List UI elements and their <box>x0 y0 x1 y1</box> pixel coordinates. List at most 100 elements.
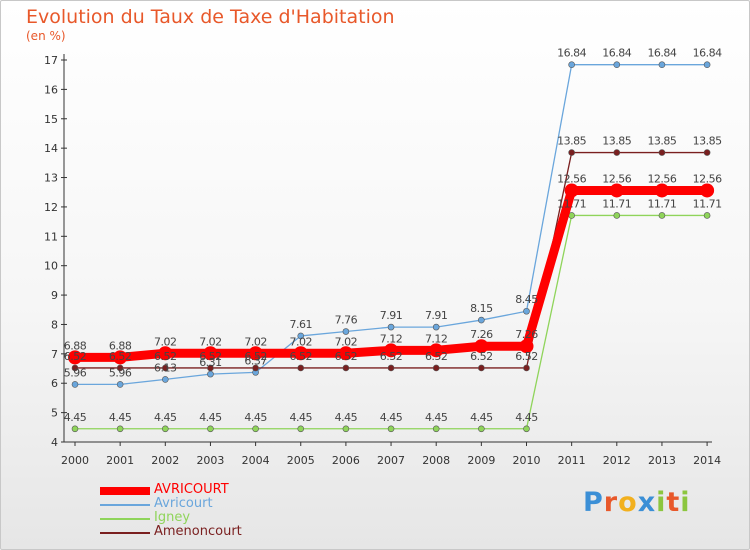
y-tick-label: 8 <box>51 318 58 331</box>
data-point <box>700 183 715 198</box>
data-point <box>162 364 169 372</box>
data-label: 5.96 <box>64 366 87 379</box>
data-label: 13.85 <box>693 135 722 148</box>
legend-swatch <box>100 532 150 534</box>
data-point <box>293 346 308 361</box>
x-tick-label: 2013 <box>648 454 676 467</box>
data-point <box>248 346 263 361</box>
data-point <box>568 149 575 156</box>
data-point <box>429 343 444 358</box>
data-label: 11.71 <box>557 197 586 210</box>
legend-label: Avricourt <box>154 496 213 511</box>
legend-swatch <box>100 518 150 520</box>
data-label: 6.13 <box>154 361 177 374</box>
data-point <box>158 346 173 361</box>
x-tick-label: 2005 <box>287 454 315 467</box>
data-label: 5.96 <box>109 366 132 379</box>
data-point <box>71 364 79 372</box>
data-label: 11.71 <box>693 197 722 210</box>
data-label: 6.52 <box>290 350 313 363</box>
data-label: 6.37 <box>244 354 267 367</box>
data-point <box>658 149 666 156</box>
data-point <box>387 425 395 433</box>
data-point <box>116 381 124 388</box>
data-label: 4.45 <box>154 411 177 424</box>
data-point <box>387 323 395 331</box>
logo-letter: o <box>618 487 638 518</box>
data-point <box>658 212 666 219</box>
data-label: 4.45 <box>470 411 493 424</box>
logo-letter: i <box>656 487 667 518</box>
data-point <box>162 425 169 433</box>
data-label: 16.84 <box>557 47 586 60</box>
data-label: 12.56 <box>647 172 676 185</box>
data-label: 4.45 <box>64 411 87 424</box>
x-tick-label: 2003 <box>196 454 224 467</box>
legend-swatch <box>100 504 150 506</box>
data-label: 6.52 <box>64 350 87 363</box>
data-label: 7.26 <box>470 328 493 341</box>
data-point <box>342 364 350 372</box>
data-point <box>703 212 711 219</box>
data-point <box>207 425 214 433</box>
logo-letter: P <box>583 487 604 518</box>
data-point <box>116 364 124 372</box>
data-label: 4.45 <box>244 411 267 424</box>
data-point <box>478 316 485 324</box>
data-label: 6.52 <box>425 350 448 363</box>
series-amenoncourt <box>71 149 711 372</box>
data-point <box>523 307 530 315</box>
data-label: 6.52 <box>335 350 358 363</box>
data-label: 6.52 <box>109 350 132 363</box>
data-point <box>478 364 485 372</box>
data-point <box>162 376 169 383</box>
data-point <box>252 364 259 372</box>
logo-letter: t <box>666 487 681 518</box>
data-label: 12.56 <box>602 172 631 185</box>
logo-letter: i <box>680 487 691 518</box>
data-label: 4.45 <box>335 411 358 424</box>
data-point <box>297 425 305 433</box>
logo-letter: x <box>637 487 657 518</box>
x-tick-label: 2012 <box>603 454 631 467</box>
data-label: 7.12 <box>425 332 448 345</box>
data-label: 6.88 <box>64 339 87 352</box>
data-label: 12.56 <box>557 172 586 185</box>
data-point <box>609 183 624 198</box>
data-point <box>203 346 218 361</box>
data-label: 7.02 <box>244 335 267 348</box>
data-label: 4.45 <box>199 411 222 424</box>
data-point <box>519 339 534 354</box>
data-label: 4.45 <box>380 411 403 424</box>
data-point <box>658 61 666 69</box>
data-label: 13.85 <box>557 135 586 148</box>
y-tick-label: 5 <box>51 407 58 420</box>
data-point <box>474 339 489 354</box>
y-tick-label: 15 <box>44 113 58 126</box>
data-label: 6.52 <box>244 350 267 363</box>
x-tick-label: 2008 <box>422 454 450 467</box>
data-point <box>71 425 79 433</box>
data-label: 7.91 <box>380 309 403 322</box>
chart-title: Evolution du Taux de Taxe d'Habitation <box>26 6 395 28</box>
data-point <box>252 425 259 433</box>
data-label: 6.52 <box>154 350 177 363</box>
chart-subtitle: (en %) <box>26 29 66 43</box>
data-point <box>384 343 399 358</box>
x-tick-label: 2004 <box>242 454 270 467</box>
logo-letter: r <box>603 487 619 518</box>
data-label: 7.26 <box>515 328 538 341</box>
y-tick-label: 17 <box>44 54 58 67</box>
data-point <box>613 149 621 156</box>
data-point <box>523 425 530 433</box>
data-point <box>116 425 124 433</box>
data-point <box>207 370 214 378</box>
y-tick-label: 14 <box>44 142 58 155</box>
data-label: 4.45 <box>290 411 313 424</box>
data-label: 7.02 <box>154 335 177 348</box>
data-label: 6.88 <box>109 339 132 352</box>
data-point <box>113 350 128 365</box>
data-label: 8.15 <box>470 302 493 315</box>
data-point <box>342 328 350 335</box>
